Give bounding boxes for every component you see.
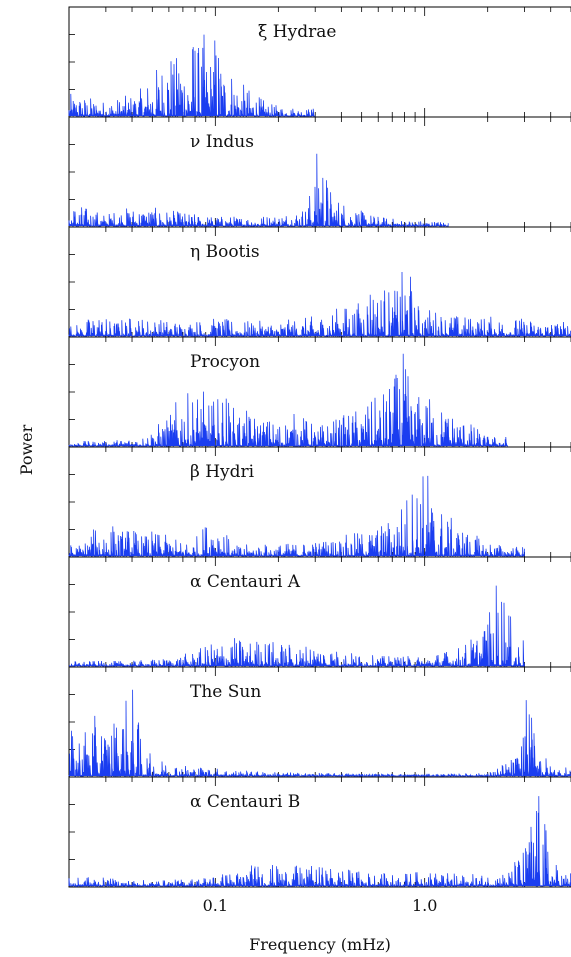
star-label: α Centauri B xyxy=(190,792,300,812)
power-spectrum-trace xyxy=(68,353,508,448)
star-label: Procyon xyxy=(190,352,260,372)
x-axis-label: Frequency (mHz) xyxy=(249,935,391,954)
star-label: β Hydri xyxy=(190,462,255,482)
panel-7: α Centauri B xyxy=(68,776,571,888)
y-axis-label: Power xyxy=(17,424,36,475)
power-spectrum-trace xyxy=(68,153,449,228)
star-label: ξ Hydrae xyxy=(258,22,336,42)
panel-1: ν Indus xyxy=(68,116,571,228)
panel-6: The Sun xyxy=(68,666,571,778)
power-spectrum-trace xyxy=(68,34,316,118)
panels-group: ξ Hydrae ν Indus η Bootis Procyon β Hydri α C… xyxy=(68,6,571,888)
panel-frame xyxy=(68,776,571,888)
panel-4: β Hydri xyxy=(68,446,571,558)
panel-frame xyxy=(68,226,571,338)
panel-5: α Centauri A xyxy=(68,556,571,668)
power-spectrum-trace xyxy=(69,585,525,668)
star-label: ν Indus xyxy=(190,132,254,152)
power-spectrum-trace xyxy=(68,475,525,558)
power-spectrum-trace xyxy=(68,689,571,778)
x-tick-label-0.1: 0.1 xyxy=(203,896,228,915)
star-label: The Sun xyxy=(190,682,261,702)
panel-3: Procyon xyxy=(68,336,571,448)
x-axis: 0.1 1.0 Frequency (mHz) xyxy=(203,896,438,954)
star-label: α Centauri A xyxy=(190,572,301,592)
panel-frame xyxy=(68,446,571,558)
power-spectrum-trace xyxy=(68,271,571,338)
panel-frame xyxy=(68,556,571,668)
star-label: η Bootis xyxy=(190,242,260,262)
panel-2: η Bootis xyxy=(68,226,571,338)
panel-frame xyxy=(68,666,571,778)
power-spectrum-trace xyxy=(68,796,571,888)
panel-0: ξ Hydrae xyxy=(68,6,571,118)
x-tick-label-1.0: 1.0 xyxy=(412,896,437,915)
